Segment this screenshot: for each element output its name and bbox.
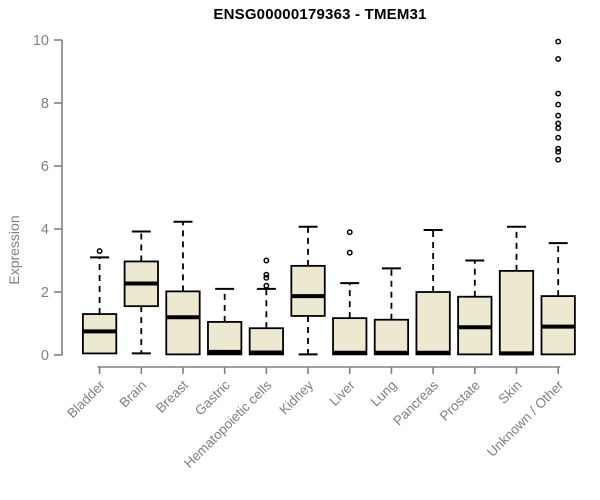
boxplot-breast (165, 220, 201, 356)
chart-title: ENSG00000179363 - TMEM31 (213, 6, 427, 23)
boxplot-unknown-other (540, 38, 576, 356)
boxplot-hematopoietic-cells (248, 257, 284, 356)
outlier-point (263, 282, 270, 289)
boxplot-liver (332, 229, 368, 356)
outlier-point (263, 271, 270, 278)
outlier-point (555, 125, 562, 132)
boxplot-skin (498, 225, 535, 356)
outlier-point (263, 274, 270, 281)
y-axis: 0 2 4 6 8 10 (33, 33, 63, 364)
outlier-point (555, 101, 562, 108)
outlier-point (555, 112, 562, 119)
y-tick-label: 4 (41, 222, 49, 238)
x-tick-label-liver: Liver (327, 377, 359, 409)
x-tick-label-breast: Breast (153, 377, 191, 415)
outlier-point (555, 148, 562, 155)
iqr-box (415, 291, 451, 356)
outlier-point (263, 257, 270, 264)
iqr-box (498, 269, 535, 356)
x-tick-label-prostate: Prostate (437, 378, 483, 424)
boxplot-brain (123, 230, 159, 355)
y-axis-title: Expression (6, 215, 22, 285)
outlier-point (555, 55, 562, 62)
y-tick-label: 10 (33, 33, 49, 49)
boxplot-prostate (457, 259, 493, 356)
outlier-point (346, 249, 353, 256)
iqr-box (248, 327, 284, 356)
y-tick-label: 0 (41, 348, 49, 364)
y-tick-label: 2 (41, 285, 49, 301)
boxplot-lung (373, 267, 410, 356)
x-tick-label-brain: Brain (117, 378, 150, 411)
outlier-point (555, 156, 562, 163)
outlier-point (555, 145, 562, 152)
outlier-point (555, 134, 562, 141)
outlier-point (96, 248, 103, 255)
x-tick-label-bladder: Bladder (64, 377, 108, 421)
boxplot-pancreas (415, 228, 451, 356)
iqr-box (332, 317, 368, 356)
outlier-point (555, 120, 562, 127)
iqr-box (373, 318, 410, 356)
boxplot-gastric (207, 287, 243, 356)
iqr-box (207, 321, 243, 356)
x-tick-label-kidney: Kidney (276, 377, 316, 417)
iqr-box (290, 264, 326, 317)
x-tick-label-pancreas: Pancreas (390, 377, 441, 428)
outlier-point (555, 38, 562, 45)
x-tick-label-skin: Skin (495, 378, 524, 407)
iqr-box (165, 290, 201, 356)
y-tick-label: 8 (41, 96, 49, 112)
x-tick-label-unknown-other: Unknown / Other (484, 377, 567, 460)
iqr-box (82, 313, 118, 355)
x-tick-label-lung: Lung (368, 378, 400, 410)
x-tick-label-gastric: Gastric (192, 377, 233, 418)
y-tick-label: 6 (41, 159, 49, 175)
boxplot-kidney (290, 225, 326, 356)
outlier-point (346, 229, 353, 236)
boxplot-bladder (82, 248, 118, 355)
outlier-point (555, 90, 562, 97)
